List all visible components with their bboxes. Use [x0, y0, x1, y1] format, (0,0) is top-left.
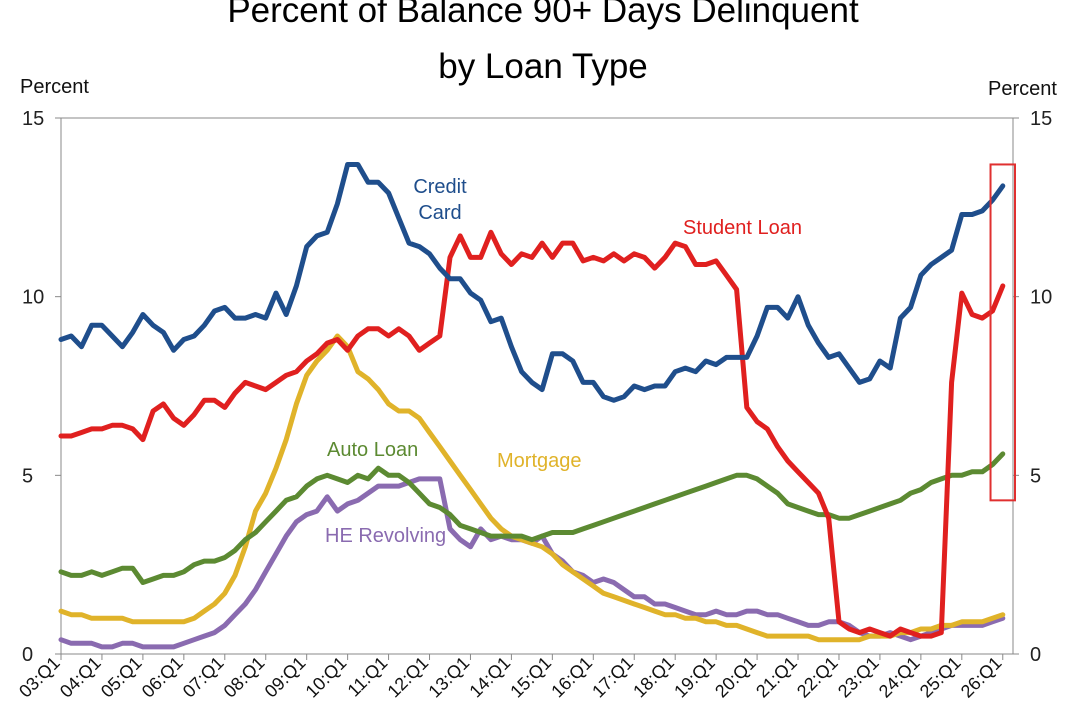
- x-tick-label: 16:Q1: [547, 653, 596, 702]
- x-tick-label: 11:Q1: [344, 653, 392, 701]
- x-tick-label: 19:Q1: [670, 653, 719, 702]
- x-tick-label: 08:Q1: [220, 653, 269, 702]
- y-tick-label-left: 10: [22, 287, 44, 309]
- y-axis-label-left: Percent: [20, 76, 89, 98]
- x-tick-label: 20:Q1: [711, 653, 760, 702]
- y-tick-label-left: 5: [22, 465, 33, 487]
- x-tick-label: 23:Q1: [834, 653, 883, 702]
- chart-title-line1: Percent of Balance 90+ Days Delinquent: [227, 0, 859, 30]
- x-tick-label: 09:Q1: [261, 653, 310, 702]
- x-tick-label: 12:Q1: [384, 653, 433, 702]
- series-label-credit-card: Credit: [413, 176, 467, 198]
- x-tick-label: 18:Q1: [629, 653, 678, 702]
- y-tick-label-left: 15: [22, 108, 44, 130]
- y-axis-label-right: Percent: [988, 78, 1057, 100]
- x-tick-label: 04:Q1: [56, 653, 105, 702]
- y-tick-label-left: 0: [22, 644, 33, 666]
- y-tick-label-right: 0: [1030, 644, 1041, 666]
- x-tick-label: 26:Q1: [957, 653, 1006, 702]
- x-tick-label: 06:Q1: [138, 653, 187, 702]
- series-line-credit-card: [58, 162, 1006, 403]
- series-label-student-loan: Student Loan: [683, 217, 802, 239]
- x-tick-label: 14:Q1: [465, 653, 514, 702]
- series-line-student-loan: [58, 229, 1006, 639]
- series-label-auto-loan: Auto Loan: [327, 439, 418, 461]
- x-tick-label: 24:Q1: [875, 653, 924, 702]
- chart-title-line2: by Loan Type: [438, 47, 648, 86]
- y-tick-label-right: 5: [1030, 465, 1041, 487]
- y-tick-label-right: 15: [1030, 108, 1052, 130]
- x-tick-label: 25:Q1: [916, 653, 965, 702]
- highlight-box: [989, 163, 1016, 502]
- plot-frame: [60, 117, 1014, 655]
- x-tick-label: 07:Q1: [179, 653, 228, 702]
- series-line-mortgage: [58, 333, 1006, 643]
- x-tick-label: 22:Q1: [793, 653, 842, 702]
- y-tick-label-right: 10: [1030, 287, 1052, 309]
- series-label-mortgage: Mortgage: [497, 450, 582, 472]
- x-tick-label: 13:Q1: [424, 653, 473, 702]
- x-tick-label: 17:Q1: [588, 653, 637, 702]
- series-label-he-revolving: HE Revolving: [325, 525, 446, 547]
- x-tick-label: 15:Q1: [506, 653, 555, 702]
- series-line-auto-loan: [58, 451, 1006, 585]
- x-tick-label: 05:Q1: [97, 653, 146, 702]
- series-label-credit-card-line2: Card: [418, 202, 461, 224]
- x-tick-label: 10:Q1: [302, 653, 351, 702]
- x-tick-label: 21:Q1: [752, 653, 801, 702]
